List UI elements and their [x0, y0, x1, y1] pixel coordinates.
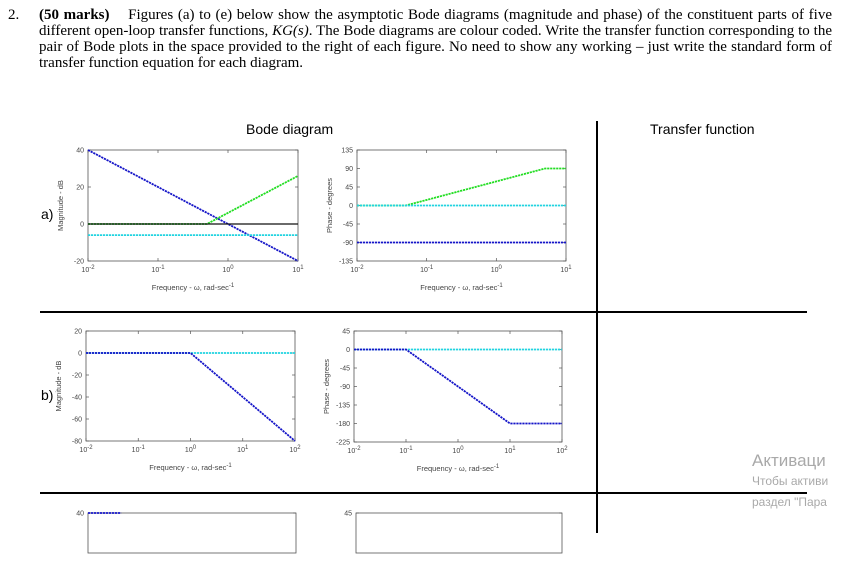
table-row-rule-2: [40, 492, 807, 494]
b-phase-ytick-label: 0: [346, 347, 350, 354]
a-phase-ytick-label: -45: [343, 222, 353, 229]
a-phase-xtick-label: 10-2: [350, 265, 364, 274]
b-phase-ytick-label: -135: [336, 403, 350, 410]
a-magnitude-ytick-label: 40: [76, 148, 84, 155]
c-magnitude-frame: [87, 512, 297, 554]
b-magnitude-ytick-label: -20: [72, 373, 82, 380]
a-magnitude-frame: [87, 149, 299, 262]
b-magnitude-ytick-label: -60: [72, 417, 82, 424]
b-phase-chart: -225 -180 -135 -90 -45 0 45 10-2 10-1 100 101 102 Fr…: [322, 329, 568, 474]
a-magnitude-ytick-label: 20: [76, 185, 84, 192]
watermark-line-2: Чтобы активи: [752, 474, 829, 488]
c-phase-chart: 45: [344, 511, 563, 554]
b-phase-ytick-label: 45: [342, 329, 350, 336]
b-magnitude-xtick-label: 10-1: [132, 445, 146, 454]
a-magnitude-ylabel: Magnitude - dB: [56, 180, 65, 231]
b-phase-ytick-label: -45: [340, 366, 350, 373]
b-magnitude-ytick-label: -40: [72, 395, 82, 402]
a-phase-xtick-label: 101: [560, 265, 572, 274]
a-phase-series-green: [357, 167, 566, 207]
a-magnitude-xtick-label: 10-1: [151, 265, 165, 274]
b-magnitude-xtick-label: 102: [289, 445, 301, 454]
a-magnitude-series-green: [88, 175, 299, 225]
a-magnitude-xtick-label: 100: [222, 265, 234, 274]
a-phase-ytick-label: 135: [341, 148, 353, 155]
watermark-line-1: Активаци: [752, 451, 826, 470]
a-phase-xtick-label: 100: [491, 265, 503, 274]
b-magnitude-ytick-label: -80: [72, 439, 82, 446]
a-magnitude-xtick-label: 10-2: [81, 265, 95, 274]
b-magnitude-xlabel: Frequency - ω, rad-sec-1: [149, 463, 232, 472]
c-phase-frame: [355, 512, 563, 554]
table-row-rule-1: [40, 311, 807, 313]
b-phase-xtick-label: 100: [452, 446, 464, 455]
question-kg: KG(s): [272, 23, 309, 39]
watermark-line-3: раздел "Пара: [752, 495, 827, 509]
row-label-a: a): [41, 206, 54, 222]
question-body-1: Figures (a) to (e) below show the asympt…: [39, 7, 832, 39]
a-phase-xlabel: Frequency - ω, rad-sec-1: [420, 283, 503, 292]
c-magnitude-ytick-label: 40: [76, 511, 84, 518]
a-phase-ylabel: Phase - degrees: [325, 178, 334, 233]
a-magnitude-xlabel: Frequency - ω, rad-sec-1: [152, 283, 235, 292]
a-magnitude-ytick-label: 0: [80, 222, 84, 229]
b-phase-ylabel: Phase - degrees: [322, 359, 331, 414]
b-magnitude-ytick-label: 20: [74, 329, 82, 336]
a-phase-xtick-label: 10-1: [420, 265, 434, 274]
a-magnitude-chart: -20 0 20 40 10-2 10-1 100 101 Frequency - ω, rad…: [56, 148, 304, 293]
a-magnitude-series-blue: [87, 149, 299, 262]
b-phase-series-blue: [354, 348, 562, 425]
b-phase-xlabel: Frequency - ω, rad-sec-1: [417, 464, 500, 473]
c-magnitude-chart: 40: [76, 511, 297, 554]
row-label-b: b): [41, 387, 54, 403]
question-number: 2.: [8, 7, 20, 23]
b-magnitude-xtick-label: 100: [185, 445, 197, 454]
c-phase-ytick-label: 45: [344, 511, 352, 518]
b-magnitude-series-blue: [86, 352, 296, 442]
b-magnitude-xtick-label: 10-2: [79, 445, 93, 454]
b-phase-xtick-label: 102: [556, 446, 568, 455]
b-phase-ytick-label: -90: [340, 384, 350, 391]
a-magnitude-xtick-label: 101: [292, 265, 304, 274]
a-phase-ytick-label: 90: [345, 166, 353, 173]
a-phase-ytick-label: -135: [339, 259, 353, 266]
b-phase-xtick-label: 101: [504, 446, 516, 455]
a-phase-ytick-label: -90: [343, 240, 353, 247]
header-transfer-function: Transfer function: [650, 121, 755, 137]
a-phase-ytick-label: 45: [345, 185, 353, 192]
a-magnitude-ytick-label: -20: [74, 259, 84, 266]
b-phase-ytick-label: -180: [336, 421, 350, 428]
b-phase-xtick-label: 10-1: [399, 446, 413, 455]
a-phase-chart: -135 -90 -45 0 45 90 135 10-2 10-1 100 101 Frequenc…: [325, 148, 572, 293]
header-bode-diagram: Bode diagram: [246, 121, 334, 137]
question-text: (50 marks) Figures (a) to (e) below show…: [39, 7, 832, 71]
b-magnitude-chart: -80 -60 -40 -20 0 20 10-2 10-1 100 101 102 Frequenc…: [54, 329, 301, 473]
b-magnitude-ytick-label: 0: [78, 351, 82, 358]
table-vertical-rule: [596, 121, 598, 533]
b-magnitude-frame: [85, 330, 296, 442]
question-body-2: . The Bode diagrams are colour coded. Wr…: [39, 23, 833, 71]
b-magnitude-xtick-label: 101: [237, 445, 249, 454]
a-phase-ytick-label: 0: [349, 203, 353, 210]
b-phase-ytick-label: -225: [336, 440, 350, 447]
b-phase-xtick-label: 10-2: [347, 446, 361, 455]
question-marks: (50 marks): [39, 7, 110, 23]
b-magnitude-ylabel: Magnitude - dB: [54, 361, 63, 412]
